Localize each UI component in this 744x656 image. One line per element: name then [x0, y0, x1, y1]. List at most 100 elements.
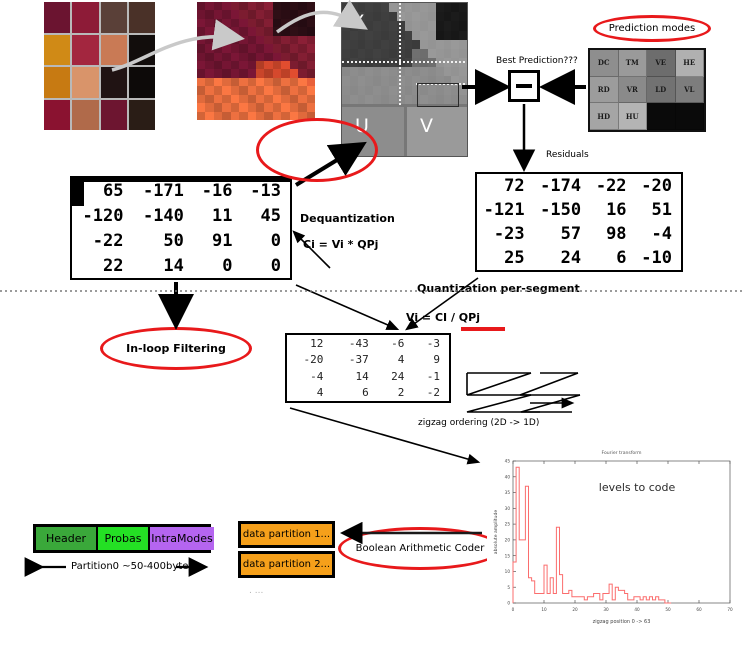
zoomed-pixel [281, 10, 290, 19]
luma-pixel [427, 48, 436, 59]
luma-pixel [412, 94, 421, 104]
luma-pixel [342, 21, 350, 31]
zoomed-pixel [264, 86, 273, 95]
zoomed-pixel [205, 103, 214, 112]
zoomed-pixel [239, 111, 248, 120]
macroblock [128, 34, 155, 65]
luma-pixel [459, 67, 467, 77]
macroblock [100, 2, 127, 33]
matrix-cell: -174 [540, 176, 582, 196]
zoomed-pixel [205, 18, 214, 28]
zoomed-pixel [272, 69, 282, 78]
v-plane [407, 107, 467, 156]
residuals-label: Residuals [546, 150, 589, 160]
zoomed-pixel [197, 18, 206, 28]
data-partitions-ellipsis: . ... [249, 586, 264, 596]
luma-pixel [451, 3, 460, 13]
luma-pixel [420, 12, 428, 22]
luma-pixel [412, 3, 421, 13]
matrix-cell: 25 [504, 248, 525, 268]
matrix-row: 72 -174 -22 -20 [477, 174, 681, 198]
luma-pixel [365, 94, 374, 104]
zoomed-pixel [222, 69, 231, 78]
zoomed-pixel [264, 35, 273, 45]
zoomed-pixel [197, 61, 206, 70]
luma-pixel [427, 21, 436, 31]
matrix-row: -120 -140 11 45 [72, 203, 290, 228]
y-plane-vertical-divider [399, 3, 401, 105]
svg-text:25: 25 [505, 522, 511, 527]
matrix-cell: 98 [606, 224, 627, 244]
luma-pixel [420, 3, 428, 13]
matrix-cell: 50 [163, 230, 184, 251]
zoomed-pixel [205, 61, 214, 70]
zoomed-pixel [239, 10, 248, 19]
zoomed-pixel [264, 2, 273, 11]
matrix-row: 22 14 0 0 [72, 253, 290, 278]
luma-pixel [349, 39, 358, 49]
svg-text:70: 70 [727, 607, 733, 612]
zoomed-pixel [222, 61, 231, 70]
luma-pixel [427, 85, 436, 95]
zoomed-pixel [298, 44, 307, 53]
luma-pixel [381, 85, 389, 95]
boolean-coder-label: Boolean Arithmetic Coder [355, 543, 485, 554]
zoomed-pixel [298, 94, 307, 104]
zoomed-pixel [205, 10, 214, 19]
zoomed-pixel [256, 35, 265, 45]
zoomed-pixel [230, 69, 240, 78]
zoomed-pixel [281, 103, 290, 112]
matrix-cell: -16 [201, 180, 233, 201]
luma-pixel [349, 76, 358, 86]
prediction-mode-tm: TM [618, 50, 647, 77]
luma-pixel [427, 12, 436, 22]
luma-pixel [388, 94, 397, 104]
luma-pixel [342, 12, 350, 22]
luma-pixel [420, 85, 428, 95]
luma-pixel [459, 3, 467, 13]
luma-pixel [459, 76, 467, 86]
macroblock [72, 67, 99, 98]
zoomed-pixel [256, 77, 265, 87]
luma-pixel [381, 76, 389, 86]
zoomed-pixel [247, 27, 256, 36]
zoomed-pixel [213, 94, 223, 104]
matrix-cell: 51 [651, 200, 672, 220]
zoomed-pixel [230, 94, 240, 104]
zoomed-pixel [205, 86, 214, 95]
zoomed-pixel [298, 35, 307, 45]
zoomed-pixel [264, 52, 273, 61]
matrix-cell: -4 [310, 369, 324, 383]
matrix-cell: 14 [355, 369, 369, 383]
zoomed-pixel [205, 27, 214, 36]
zoomed-pixel [256, 103, 265, 112]
zoomed-pixel [222, 27, 231, 36]
macroblock [72, 34, 99, 65]
zoomed-pixel [247, 86, 256, 95]
quantization-label: Quantization per-segment [417, 282, 580, 295]
zoomed-pixel [306, 44, 315, 53]
luma-pixel [443, 85, 452, 95]
matrix-cell: -3 [426, 336, 440, 350]
zoomed-pixel [289, 44, 299, 53]
zoomed-pixel [213, 52, 223, 61]
zoomed-pixel [272, 18, 282, 28]
matrix-cell: 6 [362, 386, 369, 400]
zoomed-pixel [239, 103, 248, 112]
zoomed-pixel [272, 103, 282, 112]
svg-text:30: 30 [603, 607, 609, 612]
matrix-cell: -150 [540, 200, 582, 220]
luma-pixel [381, 3, 389, 13]
luma-pixel [357, 76, 366, 86]
luma-pixel [412, 85, 421, 95]
luma-pixel [435, 39, 444, 49]
svg-text:30: 30 [505, 506, 511, 511]
luma-pixel [451, 21, 460, 31]
zoomed-pixel [197, 77, 206, 87]
luma-pixel [404, 94, 413, 104]
luma-pixel [459, 94, 467, 104]
zoomed-pixel [247, 18, 256, 28]
zoomed-pixel [197, 10, 206, 19]
zoomed-pixel [298, 77, 307, 87]
luma-pixel [404, 12, 413, 22]
